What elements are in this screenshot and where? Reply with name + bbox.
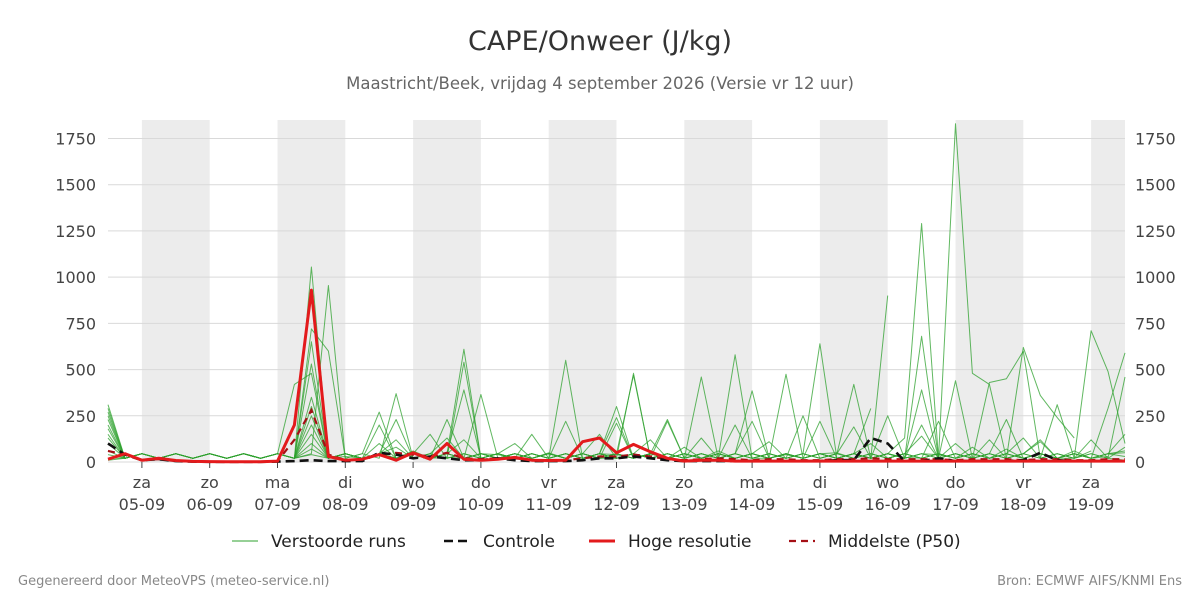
x-tick-date-0: 05-09 xyxy=(119,495,166,514)
x-tick-date-12: 17-09 xyxy=(932,495,979,514)
x-tick-day-2: ma xyxy=(265,473,290,492)
night-band-2 xyxy=(413,120,481,462)
x-tick-day-11: wo xyxy=(876,473,899,492)
x-tick-day-0: za xyxy=(133,473,151,492)
legend-label-control: Controle xyxy=(483,532,555,552)
x-tick-date-4: 09-09 xyxy=(390,495,437,514)
ensemble-run-1 xyxy=(107,285,889,459)
ensemble-run-13 xyxy=(107,453,1126,461)
night-band-6 xyxy=(955,120,1024,462)
x-tick-day-1: zo xyxy=(201,473,219,492)
x-tick-date-1: 06-09 xyxy=(186,495,233,514)
x-tick-day-10: di xyxy=(813,473,828,492)
x-tick-date-9: 14-09 xyxy=(729,495,776,514)
x-tick-day-7: za xyxy=(607,473,625,492)
legend-label-ensemble: Verstoorde runs xyxy=(271,532,406,552)
y-tick-right-250: 250 xyxy=(1135,407,1166,426)
x-tick-day-4: wo xyxy=(402,473,425,492)
night-band-3 xyxy=(548,120,617,462)
y-axis-right: 0 250 500 750 1000 1250 1500 1750 xyxy=(1135,129,1176,472)
x-tick-date-2: 07-09 xyxy=(254,495,301,514)
x-tick-day-6: vr xyxy=(541,473,557,492)
main-series xyxy=(107,288,1125,464)
x-tick-date-7: 12-09 xyxy=(593,495,640,514)
y-tick-right-750: 750 xyxy=(1135,314,1166,333)
y-tick-left-250: 250 xyxy=(65,407,96,426)
legend-label-median: Middelste (P50) xyxy=(828,532,961,552)
x-tick-day-12: do xyxy=(946,473,966,492)
x-axis: za 05-09 zo 06-09 ma 07-09 di 08-09 wo 09-09 do 10-… xyxy=(119,462,1115,514)
x-tick-date-10: 15-09 xyxy=(797,495,844,514)
footer-right: Bron: ECMWF AIFS/KNMI Ens xyxy=(997,574,1182,589)
x-tick-day-13: vr xyxy=(1015,473,1031,492)
night-band-0 xyxy=(141,120,210,462)
chart-subtitle: Maastricht/Beek, vrijdag 4 september 202… xyxy=(346,74,854,93)
x-tick-day-3: di xyxy=(338,473,353,492)
night-band-7 xyxy=(1091,120,1125,462)
legend: Verstoorde runs Controle Hoge resolutie Mid… xyxy=(232,532,961,552)
y-tick-right-0: 0 xyxy=(1135,453,1145,472)
y-tick-left-1500: 1500 xyxy=(55,176,96,195)
y-tick-right-1750: 1750 xyxy=(1135,129,1176,148)
y-tick-left-1750: 1750 xyxy=(55,129,96,148)
y-tick-right-1000: 1000 xyxy=(1135,268,1176,287)
y-tick-right-500: 500 xyxy=(1135,361,1166,380)
x-tick-day-5: do xyxy=(471,473,491,492)
chart-title: CAPE/Onweer (J/kg) xyxy=(468,26,732,57)
footer-left: Gegenereerd door MeteoVPS (meteo-service… xyxy=(18,574,329,589)
x-tick-date-5: 10-09 xyxy=(458,495,505,514)
y-axis-left: 0 250 500 750 1000 1250 1500 1750 xyxy=(55,129,96,472)
x-tick-day-14: za xyxy=(1082,473,1100,492)
y-tick-left-750: 750 xyxy=(65,314,96,333)
y-tick-left-1250: 1250 xyxy=(55,222,96,241)
y-tick-left-0: 0 xyxy=(86,453,96,472)
y-tick-left-1000: 1000 xyxy=(55,268,96,287)
night-bands xyxy=(141,120,1125,462)
x-tick-date-6: 11-09 xyxy=(525,495,572,514)
x-tick-date-13: 18-09 xyxy=(1000,495,1047,514)
y-tick-right-1500: 1500 xyxy=(1135,176,1176,195)
x-tick-date-3: 08-09 xyxy=(322,495,369,514)
x-tick-date-14: 19-09 xyxy=(1068,495,1115,514)
y-tick-right-1250: 1250 xyxy=(1135,222,1176,241)
x-tick-date-11: 16-09 xyxy=(864,495,911,514)
x-tick-day-8: zo xyxy=(675,473,693,492)
x-tick-date-8: 13-09 xyxy=(661,495,708,514)
legend-label-hires: Hoge resolutie xyxy=(628,532,752,552)
y-tick-left-500: 500 xyxy=(65,361,96,380)
x-tick-day-9: ma xyxy=(739,473,764,492)
hires-line xyxy=(107,288,1125,464)
